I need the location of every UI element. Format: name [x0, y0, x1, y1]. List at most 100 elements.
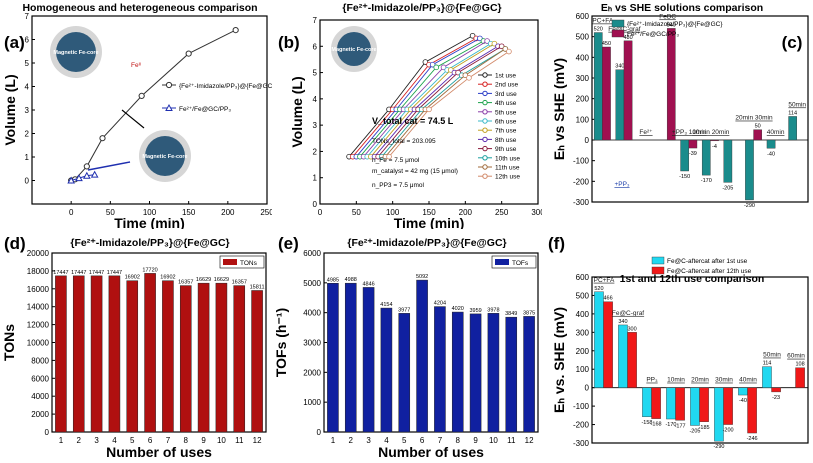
bar-f-s1-6 — [747, 387, 757, 434]
bar-d-0 — [55, 275, 67, 433]
legend-label-b-9: 10th use — [495, 155, 520, 162]
legend-swatch-e — [495, 259, 509, 265]
data-point-a-0 — [83, 163, 90, 170]
n-pp3-label: n_PP3 = 7.5 μmol — [372, 182, 425, 189]
x-tick-label-b: 250 — [495, 208, 509, 217]
y-tick-label-d: 14000 — [27, 303, 50, 312]
y-tick-label-f: 100 — [576, 365, 590, 374]
legend-marker-b-8 — [482, 145, 488, 152]
x-tick-label-e-9: 10 — [489, 436, 498, 445]
data-label-f: -168 — [651, 422, 662, 428]
bar-c-s1-4 — [688, 139, 698, 149]
fe-ii-label-a: Feᴵᴵ — [131, 62, 141, 69]
plot-frame-c — [591, 15, 809, 203]
y-tick-label-c: 200 — [576, 95, 590, 104]
data-label-f: 520 — [594, 286, 603, 292]
n-fe-label: n_Fe = 7.5 μmol — [372, 157, 420, 164]
bar-c-s1-5 — [710, 139, 719, 142]
data-label-c: -40 — [767, 151, 775, 157]
series-line-b-5 — [366, 43, 491, 157]
series-line-b-8 — [377, 45, 502, 157]
data-point-a-1 — [75, 174, 83, 182]
y-tick-label-f: -300 — [573, 439, 590, 448]
bar-d-11 — [251, 290, 263, 433]
y-tick-label-c: 600 — [576, 12, 590, 21]
data-point-a-1 — [82, 171, 91, 179]
series-line-b-11 — [388, 51, 510, 157]
legend-label-b-6: 7th use — [495, 128, 517, 135]
bar-d-5 — [144, 273, 156, 433]
x-tick-label-d-5: 6 — [148, 436, 153, 445]
bar-c-s0-9 — [788, 116, 797, 141]
y-tick-label-d: 10000 — [27, 339, 50, 348]
panel-title-c: Eₕ vs SHE solutions comparison — [601, 2, 763, 14]
bar-e-8 — [469, 313, 482, 433]
legend-label-c-0: {Fe²⁺-Imidazole/PP₃}@{Fe@GC} — [627, 21, 723, 28]
bar-d-9 — [215, 282, 228, 433]
x-tick-label-d-2: 3 — [94, 436, 99, 445]
legend-marker-b-6 — [482, 127, 488, 133]
data-label-f: -205 — [689, 428, 700, 434]
panel-label-b: (b) — [278, 33, 300, 52]
y-tick-label-e: 0 — [317, 428, 322, 437]
legend-marker-b-5 — [482, 118, 488, 124]
bar-c-s1-1 — [623, 40, 633, 141]
bar-e-2 — [362, 287, 375, 433]
legend-label-d: TONs — [240, 260, 258, 267]
x-tick-label-d-11: 12 — [253, 436, 262, 445]
bar-e-4 — [398, 313, 411, 433]
y-tick-label-a: 6 — [25, 36, 30, 45]
bar-e-11 — [523, 316, 535, 433]
x-tick-label-e-2: 3 — [366, 436, 371, 445]
panel-d: (d) {Fe²⁺-Imidazole/PP₃}@{Fe@GC} 0 2000 40… — [0, 229, 272, 460]
y-tick-label-d: 4000 — [31, 392, 49, 401]
series-line-b-9 — [381, 48, 506, 157]
data-point-b-0 — [422, 59, 429, 65]
data-point-b-10 — [462, 72, 469, 78]
category-label-f-3: 10min — [667, 377, 685, 384]
series-line-a-1 — [71, 174, 95, 181]
panel-label-a: (a) — [4, 33, 25, 52]
legend-label-b-2: 3rd use — [495, 91, 517, 98]
x-tick-label-a: 0 — [69, 208, 74, 217]
y-tick-label-b: 2 — [313, 147, 318, 156]
y-tick-label-b: 6 — [313, 42, 318, 51]
panel-c: (c) Eₕ vs SHE solutions comparison -300 -… — [542, 0, 813, 229]
data-label-e-9: 3978 — [487, 307, 499, 313]
x-tick-label-e-5: 6 — [420, 436, 425, 445]
panel-label-f: (f) — [548, 234, 565, 253]
legend-marker-b-7 — [482, 136, 488, 143]
y-tick-label-c: 300 — [576, 74, 590, 83]
x-tick-label-e-3: 4 — [384, 436, 389, 445]
y-tick-label-a: 7 — [25, 12, 30, 21]
data-label-c: -290 — [744, 203, 755, 209]
panel-title-e: {Fe²⁺-Imidazole/PP₃}@{Fe@GC} — [347, 237, 506, 249]
y-tick-label-b: 5 — [313, 69, 318, 78]
nanoparticle-core-icon — [145, 136, 185, 176]
legend-label-b-1: 2nd use — [495, 82, 519, 89]
data-label-e-0: 4985 — [327, 277, 339, 283]
data-label-c: 450 — [602, 41, 611, 47]
x-tick-label-b: 100 — [386, 208, 400, 217]
x-tick-label-a: 100 — [143, 208, 157, 217]
v-total-label: V_total cat = 74.5 L — [372, 116, 454, 126]
x-tick-label-d-10: 11 — [235, 436, 244, 445]
bar-f-s1-0 — [603, 301, 613, 388]
bar-f-s1-1 — [627, 332, 637, 388]
bar-c-s1-7 — [753, 129, 762, 141]
data-label-f: 114 — [763, 361, 772, 367]
y-tick-label-e: 3000 — [303, 339, 321, 348]
y-tick-label-f: 600 — [576, 273, 590, 282]
category-label-f-4: 20min — [691, 377, 709, 384]
legend-label-b-7: 8th use — [495, 137, 517, 144]
y-tick-label-d: 16000 — [27, 285, 50, 294]
data-point-b-11 — [386, 153, 392, 160]
series-line-b-6 — [370, 43, 495, 157]
category-label-c-7: 20min 30min — [735, 115, 773, 122]
y-axis-label-d: TONs — [1, 324, 17, 361]
y-tick-label-d: 8000 — [31, 356, 49, 365]
data-label-e-2: 4846 — [362, 281, 374, 287]
category-label-f-1: Fe@C-graf — [612, 310, 644, 317]
series-line-b-2 — [355, 38, 481, 157]
legend-label-b-10: 11th use — [495, 165, 520, 172]
